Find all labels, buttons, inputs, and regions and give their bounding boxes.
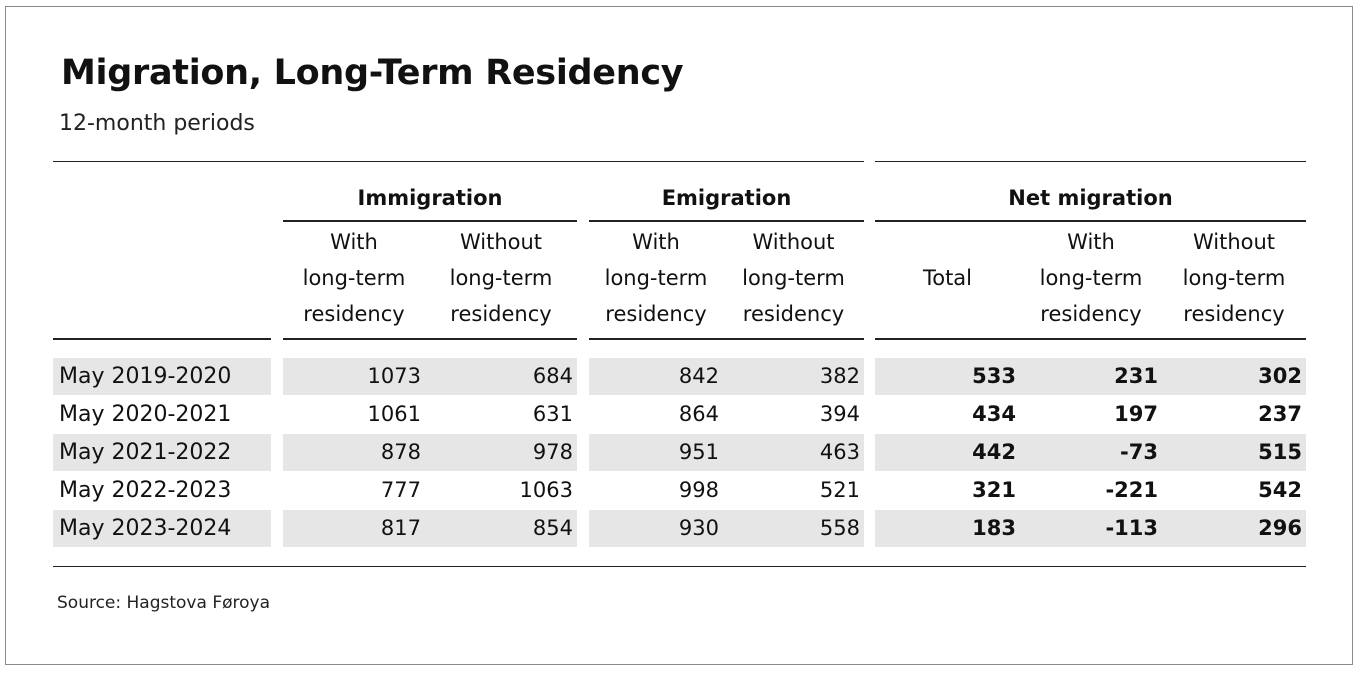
header-rule-label xyxy=(53,338,271,340)
row-label: May 2023-2024 xyxy=(53,510,271,547)
column-header-line: residency xyxy=(303,302,405,326)
header-rule-1 xyxy=(589,338,864,340)
column-header-line: residency xyxy=(450,302,552,326)
chart-title: Migration, Long-Term Residency xyxy=(61,53,684,93)
table-cell: 558 xyxy=(819,516,860,540)
column-header-line: Without xyxy=(752,230,835,254)
column-header-6: Without long-term residency xyxy=(1162,224,1306,332)
table-cell: 930 xyxy=(678,516,719,540)
table-cell: 542 xyxy=(1258,478,1302,502)
group-rule-1 xyxy=(589,220,864,222)
table-cell: 463 xyxy=(819,440,860,464)
column-header-4: Total xyxy=(875,260,1020,296)
group-rule-0 xyxy=(283,220,577,222)
row-band xyxy=(875,434,1306,471)
row-band xyxy=(589,358,864,395)
table-cell: 197 xyxy=(1114,402,1158,426)
table-cell: 183 xyxy=(972,516,1016,540)
column-header-line: long-term xyxy=(1182,266,1286,290)
column-header-0: With long-term residency xyxy=(283,224,425,332)
column-header-line: long-term xyxy=(1039,266,1143,290)
table-cell: 1061 xyxy=(367,402,421,426)
table-cell: 777 xyxy=(380,478,421,502)
table-cell: 854 xyxy=(532,516,573,540)
table-cell: -113 xyxy=(1105,516,1158,540)
header-rule-0 xyxy=(283,338,577,340)
row-band xyxy=(589,510,864,547)
table-cell: 842 xyxy=(678,364,719,388)
column-header-2: With long-term residency xyxy=(589,224,723,332)
column-header-line: residency xyxy=(1040,302,1142,326)
column-header-line: residency xyxy=(742,302,845,326)
source-note: Source: Hagstova Føroya xyxy=(57,593,270,613)
table-cell: 321 xyxy=(972,478,1016,502)
column-header-line: With xyxy=(632,230,680,254)
table-cell: -73 xyxy=(1120,440,1158,464)
column-header-line: Total xyxy=(922,266,973,290)
column-header-1: Without long-term residency xyxy=(425,224,577,332)
table-cell: 442 xyxy=(972,440,1016,464)
row-label: May 2020-2021 xyxy=(59,402,232,427)
table-cell: 684 xyxy=(532,364,573,388)
table-cell: 521 xyxy=(819,478,860,502)
column-header-line: residency xyxy=(1183,302,1285,326)
top-rule-right xyxy=(875,161,1306,162)
column-header-line: Without xyxy=(459,230,543,254)
row-band xyxy=(875,510,1306,547)
bottom-rule xyxy=(53,566,1306,567)
row-label: May 2021-2022 xyxy=(53,434,271,471)
column-header-line: With xyxy=(330,230,378,254)
table-cell: 978 xyxy=(532,440,573,464)
table-cell: 237 xyxy=(1258,402,1302,426)
table-cell: 394 xyxy=(819,402,860,426)
group-header-emigration: Emigration xyxy=(661,186,792,210)
table-cell: 515 xyxy=(1258,440,1302,464)
top-rule-left xyxy=(53,161,864,162)
group-header-immigration: Immigration xyxy=(357,186,503,210)
column-header-line: With xyxy=(1067,230,1115,254)
table-cell: -221 xyxy=(1105,478,1158,502)
table-cell: 998 xyxy=(678,478,719,502)
table-cell: 382 xyxy=(819,364,860,388)
table-cell: 631 xyxy=(532,402,573,426)
row-band xyxy=(589,434,864,471)
table-cell: 434 xyxy=(972,402,1016,426)
column-header-line: residency xyxy=(605,302,707,326)
chart-subtitle: 12-month periods xyxy=(59,111,255,136)
row-band xyxy=(283,434,577,471)
column-header-line: long-term xyxy=(302,266,406,290)
table-cell: 878 xyxy=(380,440,421,464)
table-cell: 533 xyxy=(972,364,1016,388)
table-cell: 951 xyxy=(678,440,719,464)
column-header-5: With long-term residency xyxy=(1020,224,1162,332)
column-header-line: Without xyxy=(1192,230,1276,254)
table-cell: 817 xyxy=(380,516,421,540)
row-band xyxy=(875,358,1306,395)
group-rule-2 xyxy=(875,220,1306,222)
column-header-line: long-term xyxy=(604,266,708,290)
row-band xyxy=(283,358,577,395)
table-cell: 1073 xyxy=(367,364,421,388)
table-cell: 302 xyxy=(1258,364,1302,388)
table-cell: 1063 xyxy=(519,478,573,502)
table-cell: 864 xyxy=(678,402,719,426)
column-header-line: long-term xyxy=(449,266,553,290)
column-header-line: long-term xyxy=(742,266,845,290)
table-cell: 296 xyxy=(1258,516,1302,540)
column-header-3: Without long-term residency xyxy=(723,224,864,332)
table-cell: 231 xyxy=(1114,364,1158,388)
row-band xyxy=(283,510,577,547)
row-label: May 2022-2023 xyxy=(59,478,232,503)
group-header-net-migration: Net migration xyxy=(1008,186,1173,210)
row-label: May 2019-2020 xyxy=(53,358,271,395)
chart-frame xyxy=(5,6,1353,665)
header-rule-2 xyxy=(875,338,1306,340)
